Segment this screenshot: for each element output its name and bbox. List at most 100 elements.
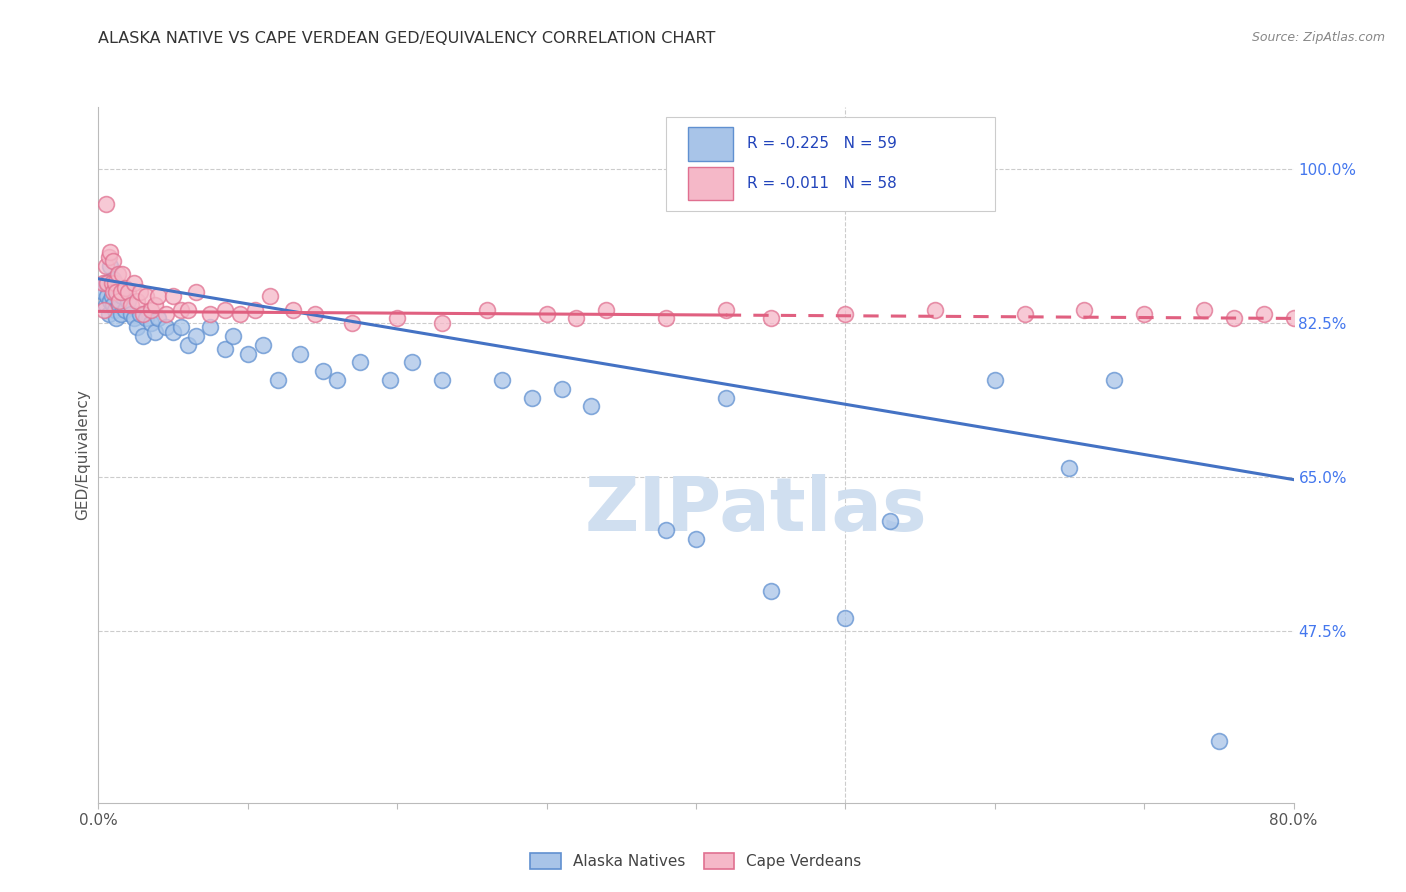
Point [349, 355, 371, 369]
Point [984, 373, 1007, 387]
Point [236, 346, 259, 360]
Point [148, 311, 170, 326]
Point [104, 302, 127, 317]
Point [139, 302, 162, 317]
Point [132, 307, 155, 321]
Point [401, 355, 423, 369]
Point [143, 325, 166, 339]
Point [93, 302, 115, 317]
Point [105, 311, 128, 326]
Text: Source: ZipAtlas.com: Source: ZipAtlas.com [1251, 31, 1385, 45]
Point [107, 268, 129, 282]
Point [281, 302, 304, 317]
Point [117, 293, 139, 308]
Point [103, 298, 125, 312]
Point [342, 316, 364, 330]
Point [491, 373, 513, 387]
Point [103, 285, 125, 299]
Point [430, 373, 453, 387]
Y-axis label: GED/Equivalency: GED/Equivalency [75, 390, 90, 520]
Point [1073, 302, 1095, 317]
Point [108, 293, 131, 308]
Point [91, 276, 114, 290]
Point [326, 373, 349, 387]
Point [222, 329, 245, 343]
Point [430, 316, 453, 330]
Point [155, 307, 177, 321]
Point [114, 280, 136, 294]
Point [924, 302, 946, 317]
Point [245, 302, 267, 317]
Point [124, 311, 146, 326]
Point [110, 285, 132, 299]
Point [94, 276, 117, 290]
Point [1059, 461, 1081, 475]
Point [100, 259, 122, 273]
Point [162, 289, 184, 303]
Point [1192, 302, 1215, 317]
Point [117, 285, 139, 299]
Point [155, 320, 177, 334]
Point [132, 329, 155, 343]
Point [879, 514, 901, 528]
Point [107, 285, 129, 299]
Point [200, 307, 222, 321]
Point [267, 373, 290, 387]
Point [550, 382, 572, 396]
Point [1133, 307, 1156, 321]
Point [655, 311, 678, 326]
Point [94, 298, 117, 312]
Point [214, 343, 236, 357]
Point [714, 302, 737, 317]
Point [759, 311, 782, 326]
Point [143, 298, 166, 312]
Point [1104, 373, 1126, 387]
Point [97, 307, 120, 321]
FancyBboxPatch shape [666, 118, 995, 211]
Point [108, 298, 131, 312]
Point [834, 307, 856, 321]
Point [288, 346, 311, 360]
Point [1253, 307, 1275, 321]
Point [162, 325, 184, 339]
Point [475, 302, 498, 317]
Point [111, 268, 134, 282]
Point [169, 302, 191, 317]
Text: ZIPatlas: ZIPatlas [585, 474, 927, 547]
Point [100, 293, 122, 308]
Point [1282, 311, 1305, 326]
Point [96, 289, 118, 303]
Point [565, 311, 588, 326]
Point [169, 320, 191, 334]
Point [148, 289, 170, 303]
Point [259, 289, 281, 303]
Point [177, 338, 200, 352]
Point [1014, 307, 1036, 321]
Point [110, 307, 132, 321]
Point [759, 584, 782, 599]
Point [536, 307, 558, 321]
Text: R = -0.225   N = 59: R = -0.225 N = 59 [748, 136, 897, 152]
Point [304, 307, 326, 321]
Point [97, 250, 120, 264]
Point [94, 197, 117, 211]
Point [91, 285, 114, 299]
Point [177, 302, 200, 317]
Point [129, 285, 152, 299]
Point [595, 302, 617, 317]
Point [100, 245, 122, 260]
Point [214, 302, 236, 317]
Point [581, 400, 603, 414]
Point [101, 276, 124, 290]
Point [378, 373, 401, 387]
Point [252, 338, 274, 352]
Text: R = -0.011   N = 58: R = -0.011 N = 58 [748, 176, 897, 191]
Point [103, 272, 125, 286]
Point [685, 532, 707, 546]
Point [135, 311, 157, 326]
FancyBboxPatch shape [688, 128, 733, 161]
Point [385, 311, 409, 326]
Point [200, 320, 222, 334]
Point [94, 259, 117, 273]
Point [114, 302, 136, 317]
